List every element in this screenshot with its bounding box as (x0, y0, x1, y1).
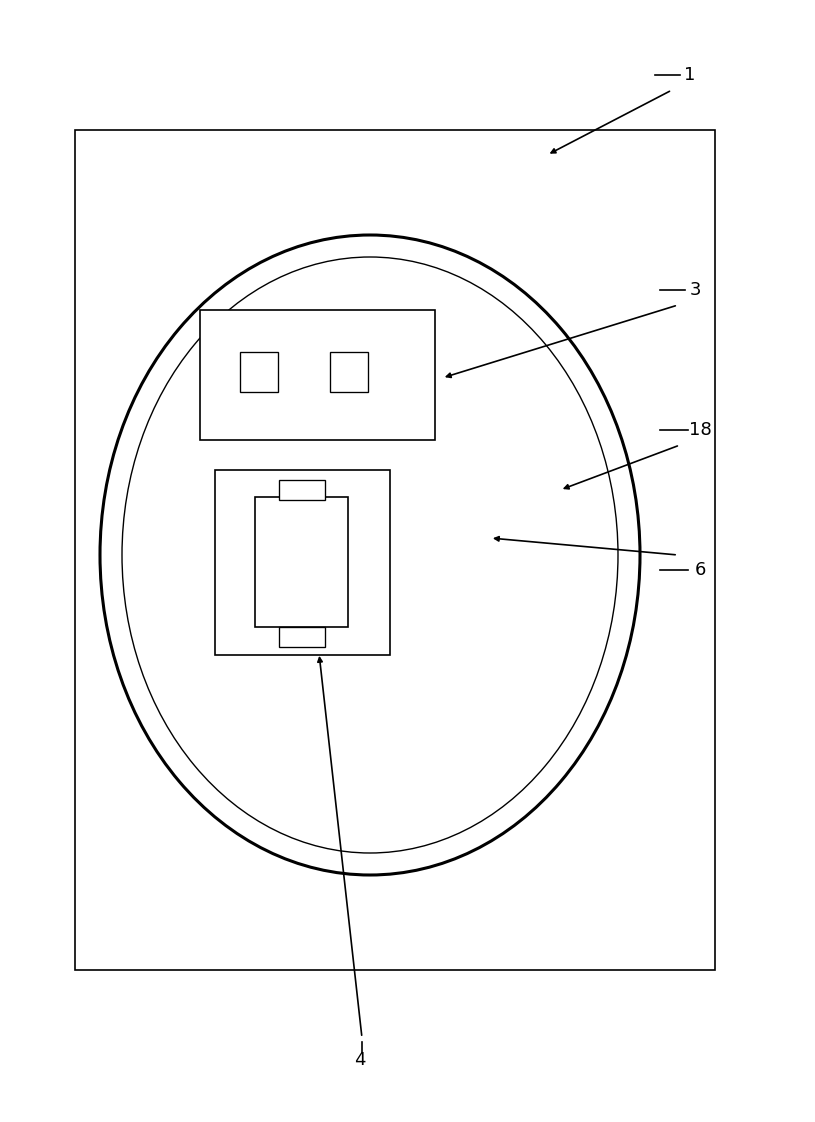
Text: 3: 3 (689, 280, 701, 298)
Bar (240, 352, 278, 392)
Text: 18: 18 (689, 421, 711, 439)
Bar (279, 627, 325, 647)
Text: 6: 6 (694, 561, 706, 579)
Bar (330, 352, 368, 392)
Text: 1: 1 (685, 66, 696, 84)
Text: 4: 4 (355, 1051, 366, 1069)
Ellipse shape (100, 234, 640, 875)
Bar (215, 470, 390, 655)
Bar (255, 497, 348, 627)
Ellipse shape (122, 257, 618, 853)
Bar (200, 310, 435, 440)
Bar (279, 480, 325, 500)
Bar (75, 130, 715, 971)
